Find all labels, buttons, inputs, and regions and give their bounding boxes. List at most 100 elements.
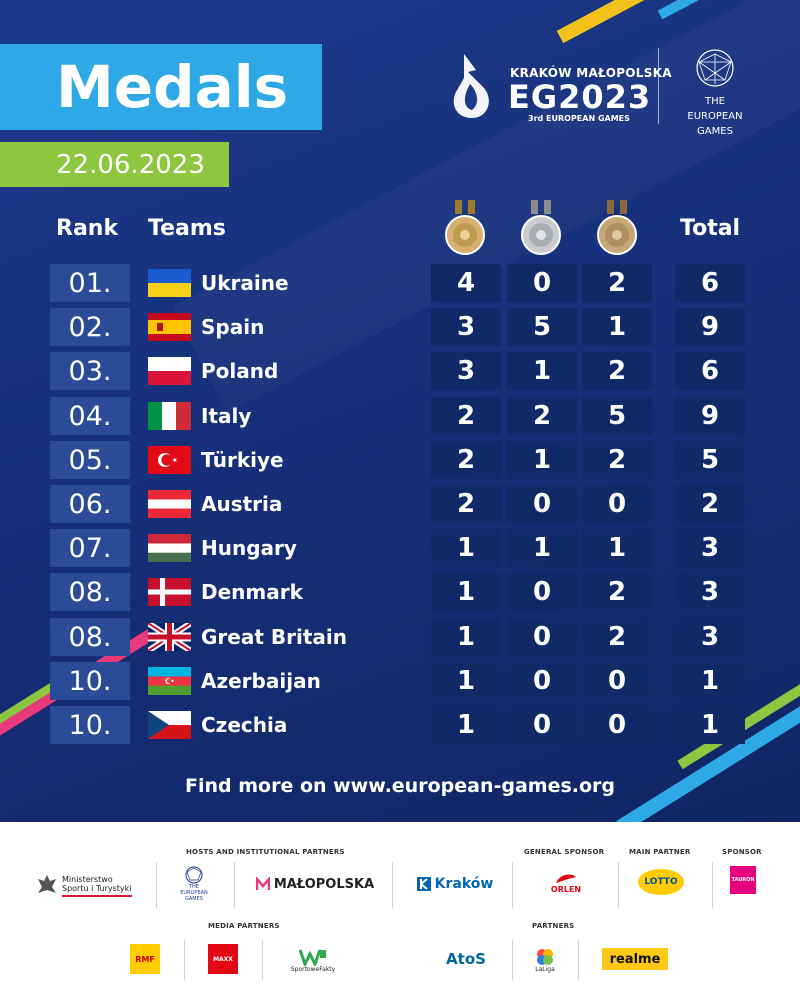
divider (712, 862, 713, 908)
logo-divider (658, 48, 659, 124)
total-count: 3 (675, 573, 745, 611)
sportowe-fakty-logo: SportoweFakty (282, 940, 344, 980)
laliga-mark-icon (537, 948, 553, 965)
rank-cell: 01. (50, 264, 130, 302)
team-name: Denmark (201, 580, 303, 604)
laliga-text: LaLiga (535, 965, 555, 973)
silver-medal-icon (521, 200, 561, 255)
silver-count: 2 (507, 397, 577, 435)
divider (184, 940, 185, 980)
bronze-count: 0 (582, 485, 652, 523)
rmf-text: RMF (135, 954, 155, 964)
sponsors-strip: HOSTS AND INSTITUTIONAL PARTNERS GENERAL… (0, 822, 800, 1000)
total-count: 9 (675, 397, 745, 435)
sponsor-label: SPONSOR (722, 848, 762, 856)
orlen-text: ORLEN (550, 884, 582, 894)
bronze-count: 1 (582, 308, 652, 346)
eg-small-line3: GAMES (185, 896, 203, 902)
silver-count: 1 (507, 529, 577, 567)
date-label: 22.06.2023 (56, 149, 205, 180)
team-name: Ukraine (201, 271, 289, 295)
silver-count: 0 (507, 264, 577, 302)
total-count: 5 (675, 441, 745, 479)
bronze-count: 2 (582, 264, 652, 302)
azerbaijan-flag-icon (148, 667, 191, 695)
team-name: Great Britain (201, 625, 347, 649)
gold-count: 3 (431, 352, 501, 390)
bronze-count: 2 (582, 573, 652, 611)
gold-count: 2 (431, 397, 501, 435)
medal-table-poster: Medals 22.06.2023 KRAKÓW MAŁOPOLSKA EG20… (0, 0, 800, 822)
silver-count: 0 (507, 618, 577, 656)
tauron-text: TAURON (731, 877, 755, 883)
title-banner: Medals (0, 44, 322, 130)
table-row: 01. Ukraine 4 0 2 6 (0, 264, 800, 302)
total-count: 2 (675, 485, 745, 523)
rank-cell: 02. (50, 308, 130, 346)
gold-count: 1 (431, 573, 501, 611)
maxx-text: MAXX (213, 955, 233, 963)
table-row: 10. Czechia 1 0 0 1 (0, 706, 800, 744)
divider (262, 940, 263, 980)
team-name: Türkiye (201, 448, 284, 472)
total-count: 6 (675, 264, 745, 302)
divider (618, 862, 619, 908)
gold-count: 2 (431, 441, 501, 479)
rank-cell: 10. (50, 662, 130, 700)
silver-count: 1 (507, 352, 577, 390)
spain-flag-icon (148, 313, 191, 341)
table-row: 08. Great Britain 1 0 2 3 (0, 618, 800, 656)
rank-cell: 08. (50, 618, 130, 656)
divider (392, 862, 393, 908)
atos-text: AtoS (446, 950, 486, 968)
czechia-flag-icon (148, 711, 191, 739)
bronze-count: 1 (582, 529, 652, 567)
malopolska-logo: MAŁOPOLSKA (250, 872, 380, 896)
turkiye-flag-icon (148, 446, 191, 474)
team-name: Poland (201, 359, 279, 383)
team-name: Czechia (201, 713, 288, 737)
table-row: 02. Spain 3 5 1 9 (0, 308, 800, 346)
hungary-flag-icon (148, 534, 191, 562)
bronze-count: 2 (582, 352, 652, 390)
european-games-logo: THE EUROPEAN GAMES (680, 48, 750, 137)
k-mark-icon (416, 877, 431, 891)
silver-count: 0 (507, 573, 577, 611)
silver-count: 5 (507, 308, 577, 346)
silver-count: 0 (507, 706, 577, 744)
denmark-flag-icon (148, 578, 191, 606)
teams-column-header: Teams (148, 216, 226, 241)
total-count: 1 (675, 706, 745, 744)
orlen-logo: ORLEN (538, 866, 594, 898)
org-name-line2: EUROPEAN (687, 111, 743, 122)
eg2023-logo: KRAKÓW MAŁOPOLSKA EG2023 3rd EUROPEAN GA… (444, 48, 764, 137)
silver-count: 1 (507, 441, 577, 479)
table-row: 10. Azerbaijan 1 0 0 1 (0, 662, 800, 700)
table-row: 05. Türkiye 2 1 2 5 (0, 441, 800, 479)
table-row: 03. Poland 3 1 2 6 (0, 352, 800, 390)
website-link[interactable]: Find more on www.european-games.org (184, 775, 616, 797)
globe-mesh-icon (696, 49, 734, 87)
eagle-emblem-icon (38, 875, 56, 893)
lotto-text: LOTTO (644, 877, 678, 887)
eg-small-line1: THE (189, 884, 199, 890)
org-name-line3: GAMES (697, 126, 733, 137)
gold-count: 2 (431, 485, 501, 523)
logo-tagline: 3rd EUROPEAN GAMES (528, 114, 630, 123)
divider (156, 862, 157, 908)
rank-cell: 07. (50, 529, 130, 567)
eg-small-line2: EUROPEAN (180, 890, 208, 896)
bronze-count: 0 (582, 662, 652, 700)
gold-count: 1 (431, 529, 501, 567)
logo-wordmark: EG2023 (508, 78, 652, 116)
org-name-line1: THE (705, 96, 725, 107)
ministry-line2: Sportu i Turystyki (62, 884, 132, 893)
team-name: Austria (201, 492, 283, 516)
rank-cell: 04. (50, 397, 130, 435)
globe-mesh-icon (185, 866, 203, 884)
lotto-logo: LOTTO (636, 866, 686, 898)
table-row: 04. Italy 2 2 5 9 (0, 397, 800, 435)
total-count: 1 (675, 662, 745, 700)
silver-count: 0 (507, 662, 577, 700)
rmf-maxx-logo: MAXX (208, 944, 238, 974)
